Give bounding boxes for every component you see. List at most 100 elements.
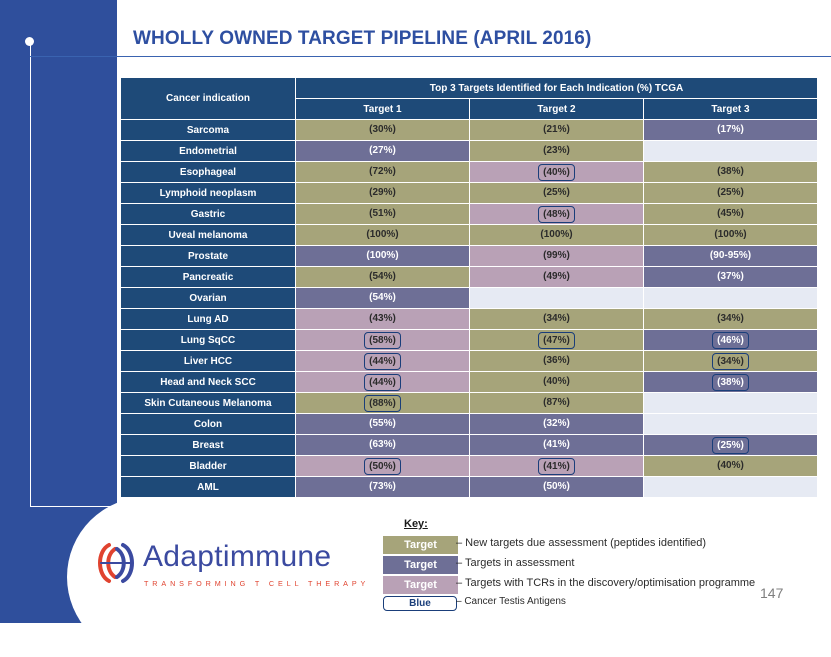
target-1-cell: (50%) — [295, 455, 470, 477]
target-3-cell: (46%) — [643, 329, 818, 351]
key-title: Key: — [404, 518, 428, 530]
target-2-cell: (87%) — [469, 392, 644, 414]
table-row: Endometrial (27%) (23%) — [120, 140, 818, 162]
indication-cell: Uveal melanoma — [120, 224, 296, 246]
page-number: 147 — [760, 585, 784, 601]
target-2-cell: (32%) — [469, 413, 644, 435]
target-2-cell: (50%) — [469, 476, 644, 498]
indication-cell: Breast — [120, 434, 296, 456]
key-swatch-tcr: Target — [383, 576, 458, 594]
indication-cell: Pancreatic — [120, 266, 296, 288]
cancer-testis-antigen-value: (58%) — [364, 331, 401, 349]
target-2-cell: (25%) — [469, 182, 644, 204]
target-3-cell: (100%) — [643, 224, 818, 246]
target-value: (55%) — [369, 418, 396, 429]
indication-cell: Lymphoid neoplasm — [120, 182, 296, 204]
target-3-cell — [643, 392, 818, 414]
indication-cell: Colon — [120, 413, 296, 435]
indication-cell: Liver HCC — [120, 350, 296, 372]
target-2-cell: (34%) — [469, 308, 644, 330]
key-text-tcr: – Targets with TCRs in the discovery/opt… — [456, 577, 756, 589]
table-row: Breast (63%) (41%) (25%) — [120, 434, 818, 456]
target-pipeline-table: Cancer indication Top 3 Targets Identifi… — [120, 77, 818, 498]
target-1-cell: (73%) — [295, 476, 470, 498]
table-row: Lung AD (43%) (34%) (34%) — [120, 308, 818, 330]
cancer-testis-antigen-value: (47%) — [538, 331, 575, 349]
logo-tagline: TRANSFORMING T CELL THERAPY — [144, 579, 370, 588]
target-value: (45%) — [717, 208, 744, 219]
cancer-testis-antigen-value: (46%) — [712, 331, 749, 349]
target-2-cell: (23%) — [469, 140, 644, 162]
target-value: (100%) — [714, 229, 747, 240]
target-value: (100%) — [366, 229, 399, 240]
table-body: Sarcoma (30%) (21%) (17%) Endometrial (27%) (2… — [120, 119, 818, 498]
target-2-cell: (41%) — [469, 455, 644, 477]
target-1-cell: (27%) — [295, 140, 470, 162]
cancer-testis-antigen-value: (48%) — [538, 205, 575, 223]
target-3-cell: (34%) — [643, 350, 818, 372]
table-row: Skin Cutaneous Melanoma (88%) (87%) — [120, 392, 818, 414]
indication-cell: Head and Neck SCC — [120, 371, 296, 393]
table-row: Lymphoid neoplasm (29%) (25%) (25%) — [120, 182, 818, 204]
target-3-cell: (25%) — [643, 434, 818, 456]
target-value: (100%) — [540, 229, 573, 240]
target-1-cell: (88%) — [295, 392, 470, 414]
indication-cell: Sarcoma — [120, 119, 296, 141]
target-3-cell: (34%) — [643, 308, 818, 330]
target-2-cell: (40%) — [469, 371, 644, 393]
target-1-cell: (44%) — [295, 371, 470, 393]
target-2-cell: (48%) — [469, 203, 644, 225]
target-1-cell: (72%) — [295, 161, 470, 183]
target-1-cell: (63%) — [295, 434, 470, 456]
table-row: Colon (55%) (32%) — [120, 413, 818, 435]
indication-cell: Ovarian — [120, 287, 296, 309]
indication-cell: Lung SqCC — [120, 329, 296, 351]
key-swatch-new: Target — [383, 536, 458, 554]
target-value: (72%) — [369, 166, 396, 177]
cancer-testis-antigen-value: (88%) — [364, 394, 401, 412]
target-2-cell: (47%) — [469, 329, 644, 351]
target-1-cell: (51%) — [295, 203, 470, 225]
indication-cell: Esophageal — [120, 161, 296, 183]
target-1-cell: (54%) — [295, 266, 470, 288]
target-value: (25%) — [543, 187, 570, 198]
target-1-cell: (30%) — [295, 119, 470, 141]
target-value: (25%) — [717, 187, 744, 198]
target-2-cell: (21%) — [469, 119, 644, 141]
target-value: (54%) — [369, 271, 396, 282]
target-2-cell: (40%) — [469, 161, 644, 183]
title-rule — [30, 56, 831, 57]
table-row: Esophageal (72%) (40%) (38%) — [120, 161, 818, 183]
target-value: (38%) — [717, 166, 744, 177]
page-title: WHOLLY OWNED TARGET PIPELINE (APRIL 2016… — [133, 28, 592, 49]
target-value: (30%) — [369, 124, 396, 135]
target-3-cell — [643, 287, 818, 309]
target-1-header: Target 1 — [295, 98, 470, 120]
table-row: Liver HCC (44%) (36%) (34%) — [120, 350, 818, 372]
target-value: (90-95%) — [709, 250, 752, 261]
cancer-testis-antigen-value: (44%) — [364, 352, 401, 370]
target-3-cell: (37%) — [643, 266, 818, 288]
target-value: (99%) — [543, 250, 570, 261]
table-row: Gastric (51%) (48%) (45%) — [120, 203, 818, 225]
indication-cell: Lung AD — [120, 308, 296, 330]
table-row: Ovarian (54%) — [120, 287, 818, 309]
target-value: (54%) — [369, 292, 396, 303]
indication-cell: Endometrial — [120, 140, 296, 162]
target-value: (36%) — [543, 355, 570, 366]
key-text-assessment: – Targets in assessment — [456, 557, 575, 569]
target-3-cell — [643, 476, 818, 498]
target-value: (51%) — [369, 208, 396, 219]
target-3-cell: (25%) — [643, 182, 818, 204]
target-value: (23%) — [543, 145, 570, 156]
target-1-cell: (58%) — [295, 329, 470, 351]
key-swatch-blue: Blue — [383, 596, 457, 611]
target-value: (73%) — [369, 481, 396, 492]
target-3-cell: (38%) — [643, 161, 818, 183]
cancer-testis-antigen-value: (34%) — [712, 352, 749, 370]
indication-header: Cancer indication — [120, 77, 296, 120]
cancer-testis-antigen-value: (38%) — [712, 373, 749, 391]
target-3-cell: (45%) — [643, 203, 818, 225]
table-row: Uveal melanoma (100%) (100%) (100%) — [120, 224, 818, 246]
target-1-cell: (100%) — [295, 224, 470, 246]
